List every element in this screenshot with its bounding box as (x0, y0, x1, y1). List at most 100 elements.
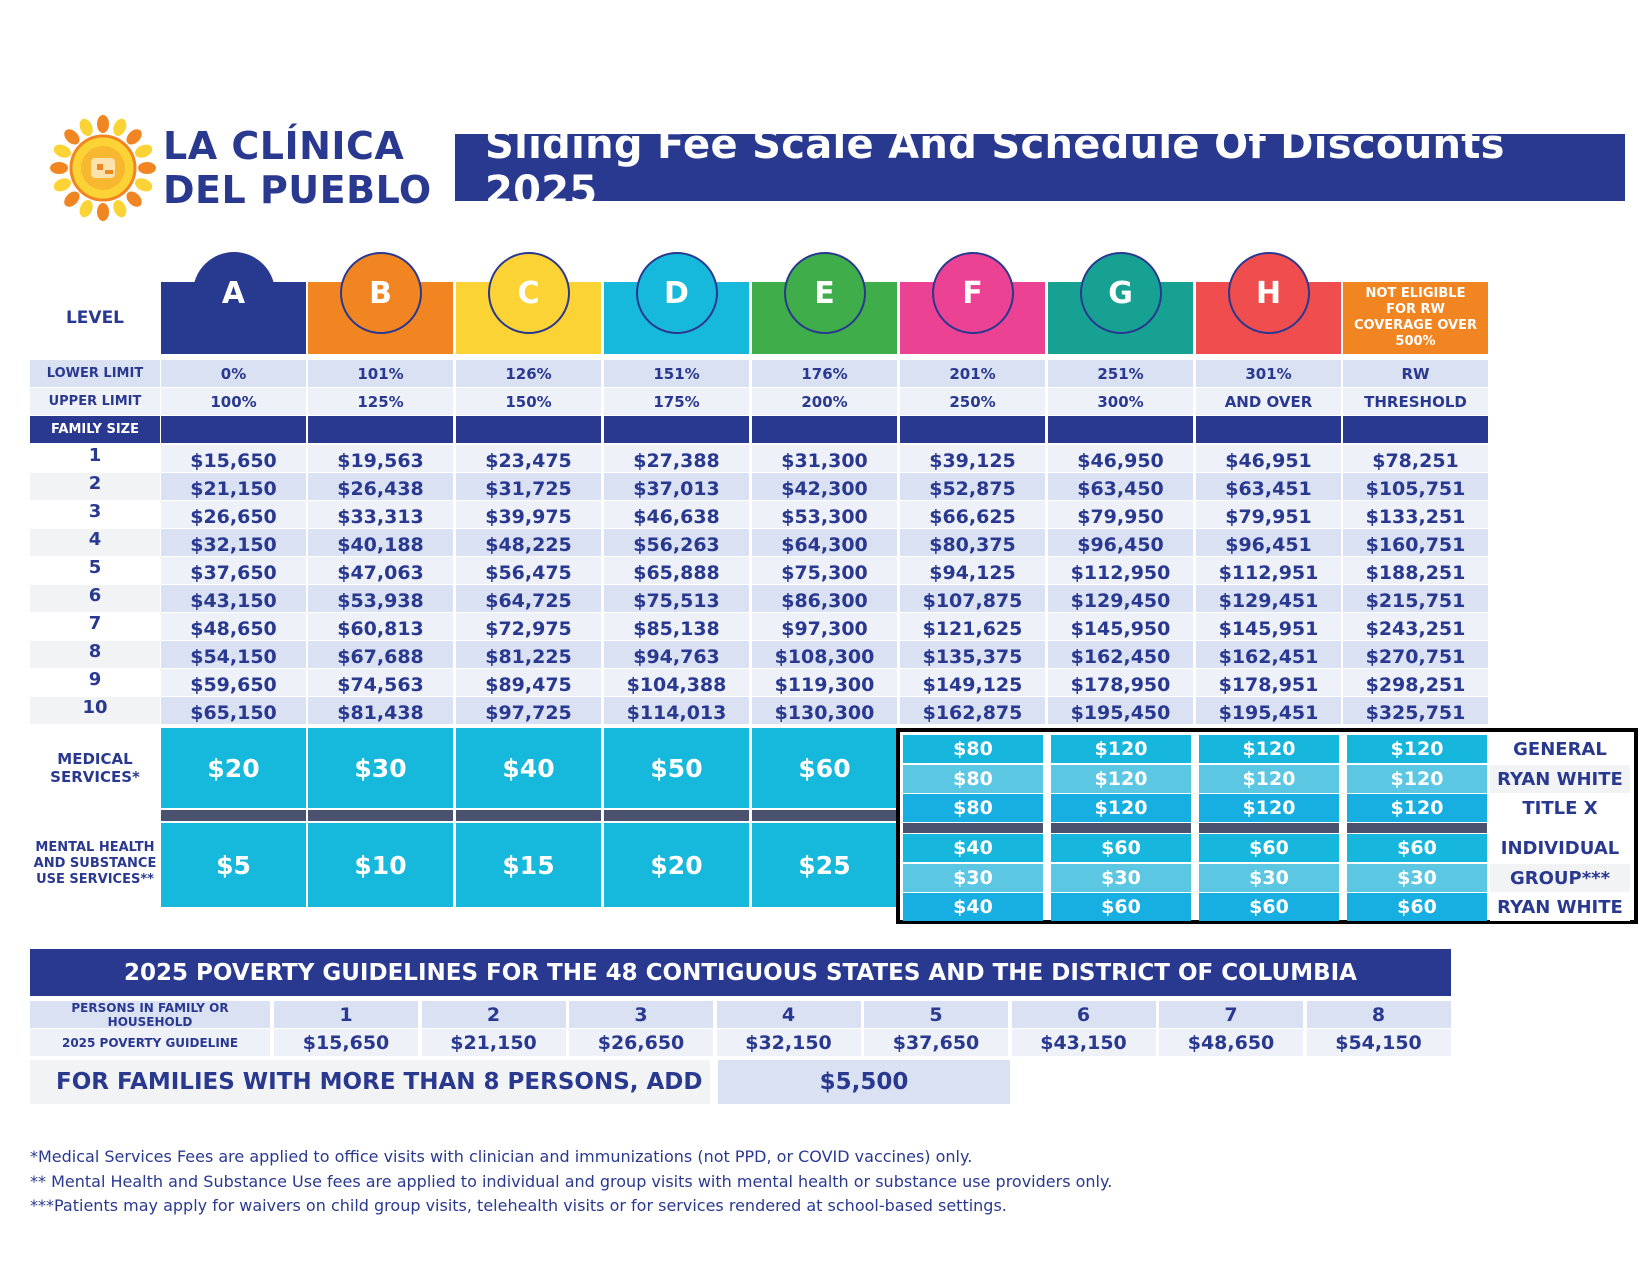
box-fee-cell: $60 (1051, 893, 1191, 921)
income-cell: $149,125 (900, 669, 1045, 696)
income-cell: $94,763 (604, 641, 749, 668)
guideline-cell: $26,650 (569, 1029, 713, 1056)
level-circle-b: B (339, 252, 422, 334)
family-size-header-cell (308, 416, 453, 443)
fee-box-border (896, 728, 1638, 924)
box-fee-cell: $120 (1051, 735, 1191, 763)
family-size-cell: 10 (30, 697, 160, 724)
income-cell: $114,013 (604, 697, 749, 724)
level-label: LEVEL (65, 308, 125, 328)
income-cell: $59,650 (161, 669, 306, 696)
income-cell: $56,263 (604, 529, 749, 556)
mental-fee-cell: $20 (604, 823, 749, 907)
box-row-label: RYAN WHITE (1490, 765, 1630, 793)
family-size-header-cell (1196, 416, 1341, 443)
income-cell: $65,888 (604, 557, 749, 584)
income-cell: $21,150 (161, 473, 306, 500)
guideline-cell: $48,650 (1159, 1029, 1303, 1056)
page-title: Sliding Fee Scale And Schedule Of Discou… (485, 121, 1505, 214)
guideline-cell: $21,150 (421, 1029, 566, 1056)
mental-fee-cell: $5 (161, 823, 306, 907)
not-eligible-header: NOT ELIGIBLE FOR RW COVERAGE OVER 500% (1343, 282, 1488, 354)
box-divider (1347, 823, 1487, 833)
persons-label: PERSONS IN FAMILY OR HOUSEHOLD (30, 1001, 270, 1029)
title-bar: Sliding Fee Scale And Schedule Of Discou… (455, 122, 1625, 214)
upper-limit-cell: 300% (1048, 388, 1193, 415)
box-fee-cell: $30 (1051, 864, 1191, 892)
persons-cell: 4 (716, 1001, 861, 1028)
income-cell: $133,251 (1343, 501, 1488, 528)
income-cell: $119,300 (752, 669, 897, 696)
level-circle-g: G (1079, 252, 1162, 334)
lower-limit-cell: 201% (900, 360, 1045, 387)
guideline-cell: $54,150 (1306, 1029, 1451, 1056)
box-fee-cell: $120 (1347, 735, 1487, 763)
medical-fee-cell: $30 (308, 728, 453, 808)
family-size-label: FAMILY SIZE (30, 416, 160, 443)
income-cell: $33,313 (308, 501, 453, 528)
income-cell: $108,300 (752, 641, 897, 668)
lower-limit-cell: 176% (752, 360, 897, 387)
footnote-waivers: ***Patients may apply for waivers on chi… (30, 1196, 1007, 1215)
income-cell: $48,650 (161, 613, 306, 640)
income-cell: $53,300 (752, 501, 897, 528)
lower-limit-cell: RW (1343, 360, 1488, 387)
mental-fee-cell: $25 (752, 823, 897, 907)
income-cell: $42,300 (752, 473, 897, 500)
income-cell: $112,950 (1048, 557, 1193, 584)
guideline-cell: $15,650 (274, 1029, 418, 1056)
fee-divider (604, 810, 749, 821)
income-cell: $65,150 (161, 697, 306, 724)
family-size-cell: 9 (30, 669, 160, 696)
more-persons-value: $5,500 (718, 1060, 1010, 1104)
box-fee-cell: $30 (1199, 864, 1339, 892)
income-cell: $63,450 (1048, 473, 1193, 500)
income-cell: $23,475 (456, 445, 601, 472)
footnote-mental: ** Mental Health and Substance Use fees … (30, 1171, 1113, 1191)
box-fee-cell: $80 (903, 765, 1043, 793)
fee-divider (161, 810, 306, 821)
footnote-medical: *Medical Services Fees are applied to of… (30, 1147, 973, 1166)
income-cell: $26,650 (161, 501, 306, 528)
persons-cell: 1 (274, 1001, 418, 1028)
income-cell: $43,150 (161, 585, 306, 612)
upper-limit-cell: 100% (161, 388, 306, 415)
income-cell: $104,388 (604, 669, 749, 696)
income-cell: $19,563 (308, 445, 453, 472)
family-size-header-cell (900, 416, 1045, 443)
upper-limit-cell: THRESHOLD (1343, 388, 1488, 415)
logo-line-1: LA CLÍNICA (163, 124, 405, 168)
logo-line-2: DEL PUEBLO (163, 168, 432, 212)
family-size-cell: 8 (30, 641, 160, 668)
medical-fee-cell: $60 (752, 728, 897, 808)
box-fee-cell: $60 (1199, 834, 1339, 862)
box-fee-cell: $60 (1347, 893, 1487, 921)
family-size-cell: 5 (30, 557, 160, 584)
level-circle-c: C (487, 252, 570, 334)
income-cell: $178,951 (1196, 669, 1341, 696)
level-circle-e: E (783, 252, 866, 334)
poverty-title-bar: 2025 POVERTY GUIDELINES FOR THE 48 CONTI… (30, 949, 1451, 996)
upper-limit-label: UPPER LIMIT (30, 388, 160, 415)
footnotes: *Medical Services Fees are applied to of… (30, 1145, 1112, 1219)
income-cell: $112,951 (1196, 557, 1341, 584)
income-cell: $39,125 (900, 445, 1045, 472)
family-size-cell: 4 (30, 529, 160, 556)
income-cell: $129,450 (1048, 585, 1193, 612)
income-cell: $89,475 (456, 669, 601, 696)
fee-divider (456, 810, 601, 821)
box-fee-cell: $60 (1051, 834, 1191, 862)
income-cell: $74,563 (308, 669, 453, 696)
income-cell: $46,950 (1048, 445, 1193, 472)
not-eligible-text: NOT ELIGIBLE FOR RW COVERAGE OVER 500% (1354, 286, 1477, 349)
guideline-cell: $32,150 (716, 1029, 861, 1056)
family-size-cell: 3 (30, 501, 160, 528)
income-cell: $15,650 (161, 445, 306, 472)
income-cell: $160,751 (1343, 529, 1488, 556)
logo (48, 113, 158, 223)
income-cell: $72,975 (456, 613, 601, 640)
income-cell: $135,375 (900, 641, 1045, 668)
upper-limit-cell: 200% (752, 388, 897, 415)
box-row-label: TITLE X (1490, 794, 1630, 822)
lower-limit-label: LOWER LIMIT (30, 360, 160, 387)
